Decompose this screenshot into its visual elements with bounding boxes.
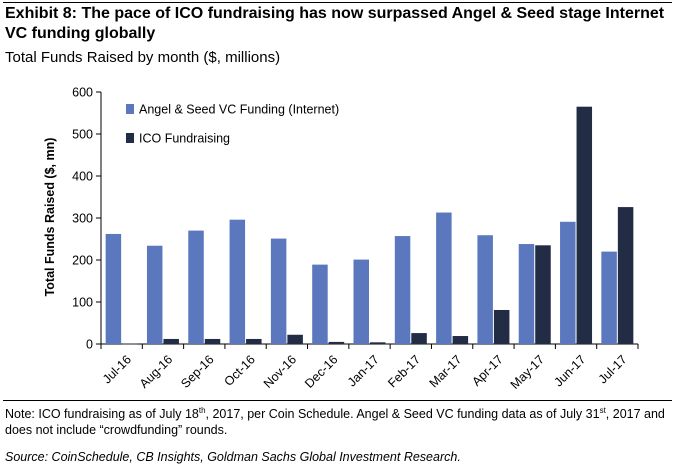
bar-ico bbox=[246, 338, 262, 344]
bar-ico bbox=[163, 338, 179, 344]
legend-swatch bbox=[126, 133, 134, 143]
x-tick-label: Jun-17 bbox=[551, 352, 588, 389]
footnote: Note: ICO fundraising as of July 18th, 2… bbox=[5, 406, 669, 438]
chart-subtitle: Total Funds Raised by month ($, millions… bbox=[5, 49, 281, 66]
bar-angel-seed bbox=[146, 245, 163, 344]
bar-ico bbox=[576, 106, 593, 344]
bar-angel-seed bbox=[477, 235, 493, 344]
x-tick-label: Jan-17 bbox=[345, 352, 382, 389]
bar-angel-seed bbox=[518, 244, 535, 344]
bar-ico bbox=[493, 309, 510, 344]
bar-angel-seed bbox=[188, 230, 204, 344]
bar-angel-seed bbox=[270, 238, 287, 344]
bars-group bbox=[105, 106, 634, 345]
y-tick-label: 0 bbox=[86, 338, 93, 352]
bar-ico bbox=[328, 341, 345, 344]
bar-angel-seed bbox=[560, 221, 576, 344]
bar-angel-seed bbox=[229, 219, 246, 344]
bar-angel-seed bbox=[105, 233, 122, 344]
x-tick-label: Dec-16 bbox=[302, 352, 340, 390]
x-tick-label: Apr-17 bbox=[469, 352, 505, 388]
bar-ico bbox=[287, 334, 303, 344]
x-tick-labels: Jul-16 Aug-16 Sep-16 Oct-16 Nov-16 Dec-16 Jan-… bbox=[100, 352, 630, 391]
y-tick-label: 300 bbox=[72, 212, 93, 226]
bar-chart: 0 100 200 300 400 500 600 Jul-16 Aug-16 Sep-16 Oc… bbox=[43, 86, 639, 392]
x-tick-label: Oct-16 bbox=[221, 352, 257, 388]
bar-ico bbox=[617, 207, 634, 344]
note-text-3: , 2017 and does not include “crowdfundin… bbox=[5, 407, 665, 437]
x-tick-label: Jul-17 bbox=[596, 352, 630, 386]
note-text-2: , 2017, per Coin Schedule. Angel & Seed … bbox=[205, 407, 600, 421]
y-tick-label: 600 bbox=[72, 86, 93, 100]
y-tick-label: 400 bbox=[72, 170, 93, 184]
y-tick-label: 100 bbox=[72, 296, 93, 310]
exhibit-title: Exhibit 8: The pace of ICO fundraising h… bbox=[5, 5, 665, 42]
bar-ico bbox=[122, 343, 138, 345]
bar-angel-seed bbox=[601, 251, 617, 344]
bar-ico bbox=[452, 336, 469, 344]
x-tick-label: May-17 bbox=[508, 352, 547, 391]
note-rule bbox=[3, 400, 672, 401]
note-sup-1: th bbox=[198, 405, 206, 415]
y-tick-label: 200 bbox=[72, 254, 93, 268]
x-tick-label: Feb-17 bbox=[385, 352, 423, 390]
x-tick-label: Mar-17 bbox=[427, 352, 465, 390]
bar-angel-seed bbox=[436, 212, 452, 344]
source-line: Source: CoinSchedule, CB Insights, Goldm… bbox=[5, 450, 461, 464]
bar-angel-seed bbox=[353, 259, 369, 344]
bar-ico bbox=[535, 245, 551, 344]
top-rule bbox=[3, 2, 672, 3]
y-tick-labels: 0 100 200 300 400 500 600 bbox=[72, 86, 93, 352]
legend-swatch bbox=[126, 104, 134, 114]
bar-ico bbox=[370, 342, 386, 344]
bar-angel-seed bbox=[394, 236, 411, 344]
note-text-1: Note: ICO fundraising as of July 18 bbox=[5, 407, 199, 421]
x-tick-label: Nov-16 bbox=[261, 352, 299, 390]
legend-label: ICO Fundraising bbox=[139, 132, 230, 146]
note-sup-2: st bbox=[599, 405, 606, 415]
bar-ico bbox=[204, 338, 221, 344]
bar-angel-seed bbox=[312, 264, 328, 344]
x-tick-label: Jul-16 bbox=[100, 352, 134, 386]
x-tick-label: Aug-16 bbox=[137, 352, 175, 390]
x-tick-label: Sep-16 bbox=[178, 352, 216, 390]
bar-ico bbox=[411, 333, 427, 344]
legend: Angel & Seed VC Funding (Internet) ICO Fu… bbox=[126, 103, 339, 146]
legend-label: Angel & Seed VC Funding (Internet) bbox=[139, 103, 339, 117]
y-tick-label: 500 bbox=[72, 128, 93, 142]
y-axis-label: Total Funds Raised ($, mn) bbox=[43, 138, 57, 297]
